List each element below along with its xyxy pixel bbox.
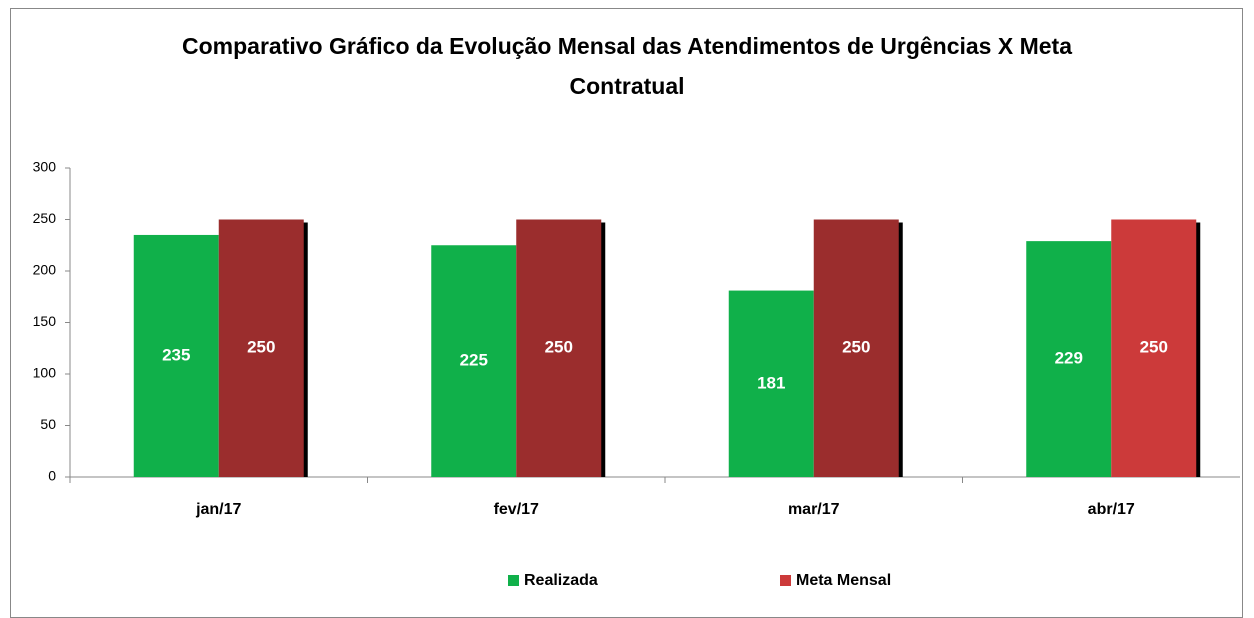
chart-title: Comparativo Gráfico da Evolução Mensal d… — [182, 33, 1072, 99]
legend-swatch — [780, 575, 791, 586]
y-tick-label: 300 — [33, 159, 57, 175]
y-tick-label: 50 — [40, 416, 56, 432]
bar — [1111, 219, 1197, 477]
bar — [133, 234, 219, 477]
x-tick-label: fev/17 — [494, 501, 539, 518]
data-label: 235 — [162, 345, 190, 364]
y-tick-label: 150 — [33, 313, 57, 329]
x-tick-label: jan/17 — [195, 501, 241, 518]
y-tick-label: 250 — [33, 210, 57, 226]
data-label: 250 — [247, 338, 275, 357]
bar — [218, 219, 304, 477]
bar — [431, 245, 517, 477]
x-tick-label: mar/17 — [788, 501, 840, 518]
data-label: 229 — [1055, 349, 1083, 368]
data-label: 250 — [1140, 338, 1168, 357]
bar — [728, 290, 814, 477]
data-label: 250 — [842, 338, 870, 357]
bar — [516, 219, 602, 477]
data-label: 225 — [460, 351, 488, 370]
y-tick-label: 100 — [33, 365, 57, 381]
data-label: 181 — [757, 373, 785, 392]
bar — [813, 219, 899, 477]
data-label: 250 — [545, 338, 573, 357]
x-tick-label: abr/17 — [1088, 501, 1135, 518]
legend-label: Realizada — [524, 572, 598, 589]
legend-label: Meta Mensal — [796, 572, 891, 589]
y-tick-label: 200 — [33, 262, 57, 278]
bar — [1026, 241, 1112, 477]
y-tick-label: 0 — [48, 468, 56, 484]
legend-swatch — [508, 575, 519, 586]
